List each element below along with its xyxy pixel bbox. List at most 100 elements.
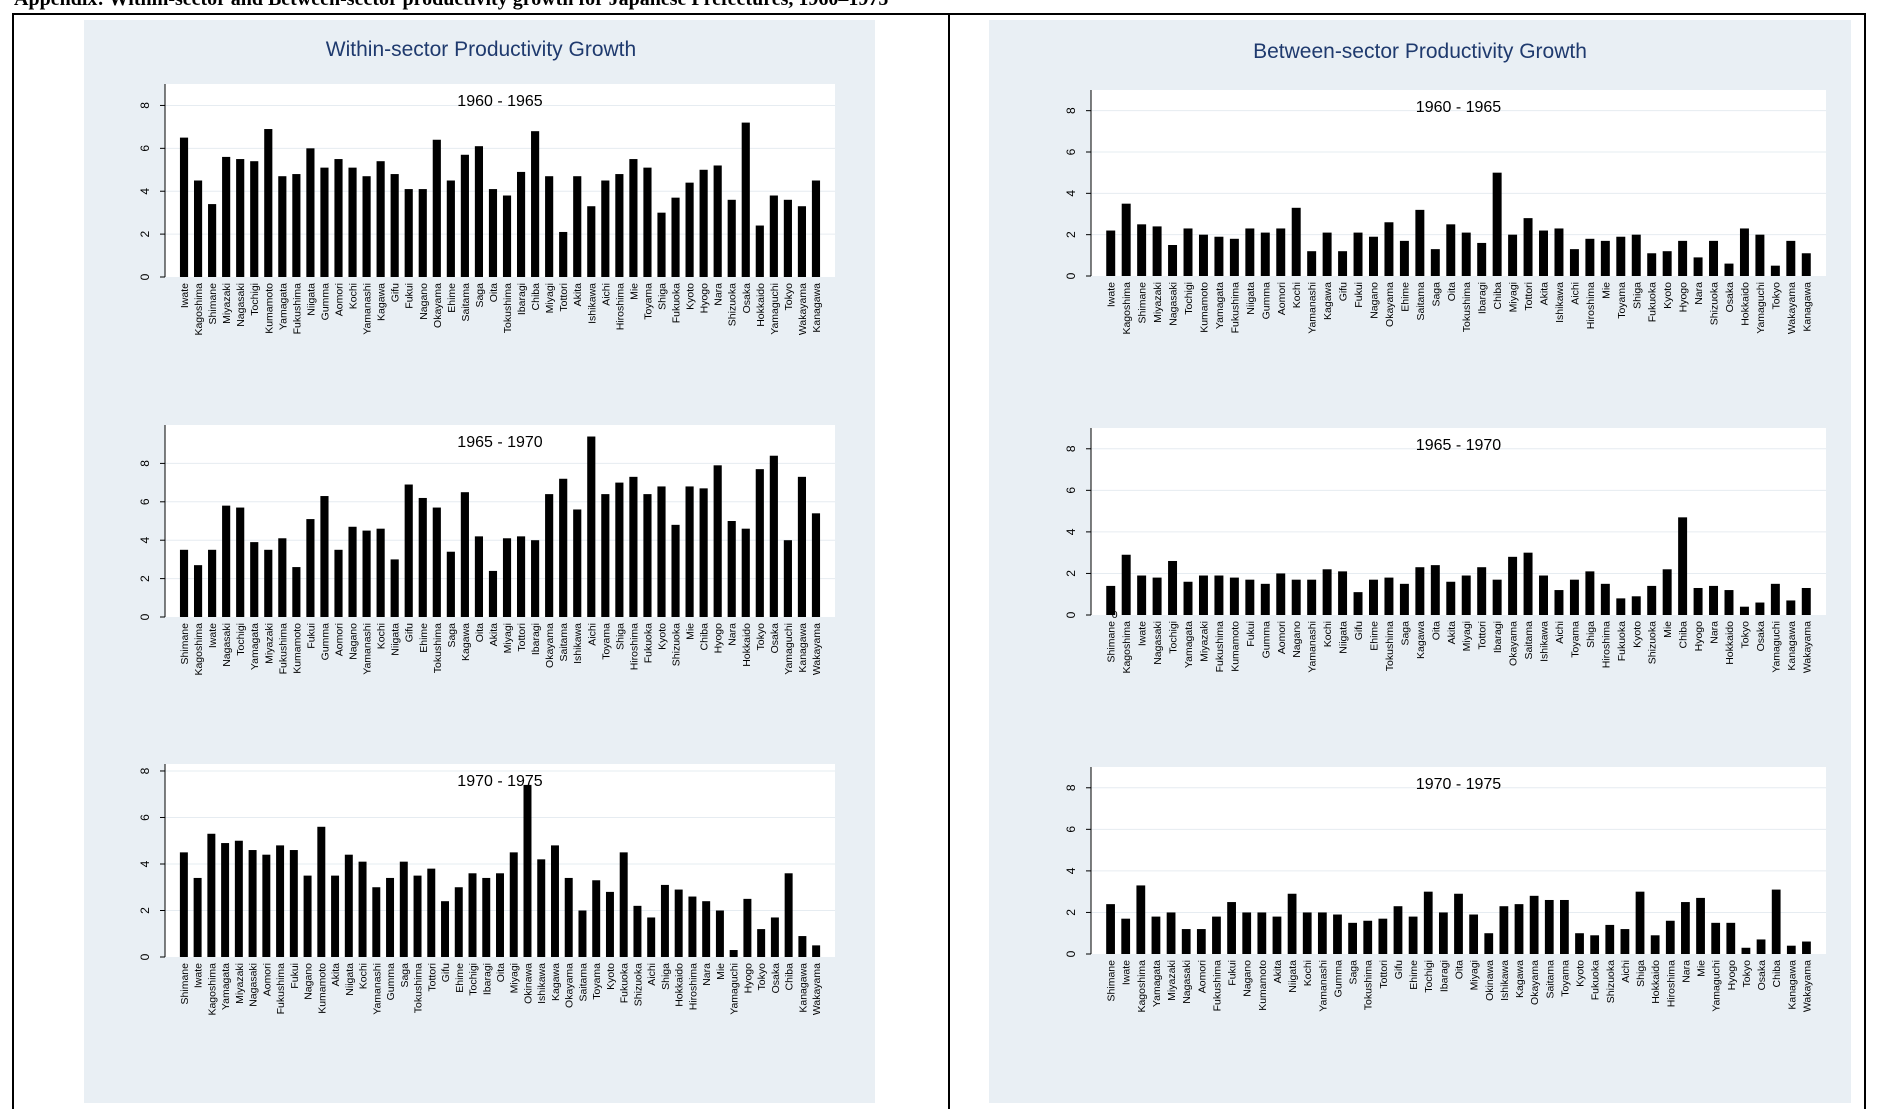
bar-okayama — [564, 877, 573, 957]
bar-kagawa — [1415, 567, 1425, 615]
bar-tochigi — [1423, 891, 1433, 954]
bar-yamagata — [250, 542, 259, 617]
x-tick-label: Gumma — [1260, 621, 1272, 659]
x-tick-label: Ibaragi — [1477, 282, 1489, 314]
x-tick-label: Okayama — [1508, 621, 1520, 666]
bar-yamanashi — [372, 887, 381, 957]
bar-shimane — [1106, 904, 1115, 954]
x-tick-label: Shiga — [614, 623, 626, 650]
bar-saitama — [1523, 552, 1533, 615]
bar-fukushima — [1229, 238, 1239, 276]
x-tick-label: Saitama — [1523, 621, 1535, 660]
bar-okinawa — [1484, 933, 1494, 954]
bar-miyazaki — [234, 840, 243, 957]
x-tick-label: Tokyo — [756, 963, 768, 991]
x-tick-label: Kagoshima — [1121, 282, 1133, 335]
x-tick-label: Wakayama — [797, 283, 809, 335]
x-tick-label: Tokyo — [1741, 960, 1753, 988]
bar-hyogo — [1726, 922, 1736, 954]
x-tick-label: Saitama — [577, 963, 589, 1002]
bar-kumamoto — [1229, 577, 1239, 615]
x-tick-label: Tottori — [558, 283, 570, 312]
bar-kagoshima — [1121, 203, 1131, 276]
y-tick-label: 2 — [1064, 909, 1078, 916]
bar-aomori — [1276, 573, 1286, 615]
x-tick-label: Gifu — [1353, 621, 1365, 640]
bar-yamaguchi — [769, 195, 778, 277]
x-tick-label: Hiroshima — [1600, 621, 1612, 668]
bar-shimane — [179, 852, 188, 957]
y-tick-label: 8 — [138, 767, 152, 774]
x-tick-label: Fukushima — [277, 623, 289, 675]
x-tick-label: Nagano — [348, 623, 360, 660]
bar-toyama — [601, 494, 610, 617]
x-tick-label: Tokyo — [1739, 621, 1751, 649]
x-tick-label: Ehime — [446, 283, 458, 313]
subplot-title: 1965 - 1970 — [1416, 437, 1502, 454]
bar-miyagi — [1461, 575, 1471, 615]
plot-area — [165, 84, 835, 277]
x-tick-label: Hiroshima — [1585, 282, 1597, 329]
x-tick-label: Kanagawa — [811, 283, 823, 333]
bar-yamaguchi — [729, 950, 738, 957]
bar-gumma — [1260, 232, 1270, 276]
y-tick-label: 2 — [1064, 570, 1078, 577]
x-tick-label: Yamaguchi — [1755, 282, 1767, 334]
y-tick-label: 0 — [1064, 950, 1078, 957]
bar-shizuoka — [1647, 585, 1657, 615]
bar-tokushima — [413, 875, 422, 957]
bar-aomori — [1276, 228, 1286, 276]
x-tick-label: Mie — [1696, 960, 1708, 977]
x-tick-label: Iwate — [207, 623, 219, 648]
bar-saga — [1348, 922, 1357, 954]
bar-aichi — [1569, 249, 1579, 276]
x-tick-label: Hokkaido — [674, 963, 686, 1007]
bar-fukuoka — [1647, 253, 1657, 276]
x-tick-label: Miyagi — [502, 623, 514, 653]
x-tick-label: Aichi — [1554, 621, 1566, 644]
x-tick-label: Tottori — [1378, 960, 1390, 989]
x-tick-label: Kyoto — [685, 283, 697, 310]
x-tick-label: Shimane — [179, 623, 191, 665]
x-tick-label: Wakayama — [1801, 621, 1813, 673]
bar-kyoto — [685, 182, 694, 277]
x-tick-label: Gumma — [1260, 282, 1272, 320]
x-tick-label: Miyagi — [1508, 282, 1520, 312]
y-tick-label: 6 — [1064, 487, 1078, 494]
bar-toyama — [1560, 899, 1569, 954]
bar-nagasaki — [1181, 929, 1191, 954]
x-tick-label: Fukuoka — [1590, 960, 1602, 1000]
bar-shizuoka — [727, 199, 736, 277]
y-tick-label: 4 — [1064, 190, 1078, 197]
bar-yamagata — [278, 176, 287, 277]
bar-ishikawa — [1499, 906, 1509, 954]
x-tick-label: Tokushima — [1384, 621, 1396, 671]
bar-wakayama — [811, 513, 821, 617]
bar-yamagata — [221, 843, 230, 957]
bar-osaka — [770, 917, 779, 957]
x-tick-label: Kochi — [1291, 282, 1303, 308]
bar-hiroshima — [1585, 238, 1595, 276]
bar-kagoshima — [1121, 554, 1131, 615]
bar-tokyo — [757, 929, 766, 957]
bar-tokushima — [502, 195, 512, 277]
bar-niigata — [344, 854, 353, 957]
bar-tottori — [1378, 918, 1388, 954]
bar-aomori — [1196, 929, 1206, 954]
bar-chiba — [1492, 172, 1502, 276]
bar-nagasaki — [1152, 577, 1162, 615]
bar-toyama — [1616, 236, 1626, 276]
x-tick-label: Fukushima — [1214, 621, 1226, 673]
subplot-title: 1960 - 1965 — [1416, 99, 1502, 116]
bar-saga — [1430, 249, 1440, 276]
x-tick-label: Kyoto — [605, 963, 617, 990]
x-tick-label: Toyama — [600, 623, 612, 660]
x-tick-label: Tokyo — [783, 283, 795, 311]
bar-shiga — [1631, 234, 1641, 276]
x-tick-label: Miyagi — [1461, 621, 1473, 651]
bar-fukui — [1245, 579, 1255, 615]
bar-nagano — [303, 875, 312, 957]
x-tick-label: Nagano — [303, 963, 315, 1000]
bar-fukuoka — [671, 197, 680, 277]
